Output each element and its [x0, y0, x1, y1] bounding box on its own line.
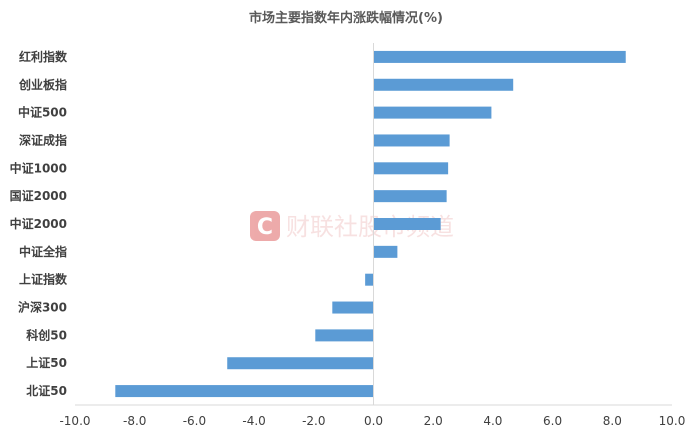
category-label: 中证500	[18, 105, 67, 120]
x-tick-label: -6.0	[183, 414, 206, 428]
watermark-logo-letter: C	[257, 215, 273, 240]
bar	[373, 134, 450, 147]
watermark-logo-icon	[250, 211, 280, 241]
category-label: 科创50	[26, 327, 67, 342]
category-label: 红利指数	[19, 49, 68, 64]
bar	[115, 385, 374, 398]
x-tick-labels: -10.0 -8.0 -6.0 -4.0 -2.0 0.0 2.0 4.0 6.0 8.0 10.0	[59, 414, 685, 428]
x-tick-label: 10.0	[659, 414, 686, 428]
category-label: 国证2000	[10, 189, 67, 203]
bar-group	[115, 50, 626, 398]
category-label: 深证成指	[19, 132, 67, 147]
category-label: 北证50	[26, 383, 67, 398]
bar	[373, 218, 441, 230]
bar	[373, 78, 514, 91]
x-tick-label: 6.0	[543, 414, 562, 428]
bar	[365, 273, 374, 286]
category-label: 中证2000	[10, 216, 67, 231]
x-tick-label: -4.0	[242, 414, 265, 428]
bar	[332, 301, 374, 314]
x-tick-label: 2.0	[424, 414, 443, 428]
bar	[373, 190, 447, 203]
bar	[373, 162, 449, 175]
bar	[373, 50, 626, 63]
bar	[227, 357, 374, 370]
x-tick-label: -8.0	[123, 414, 146, 428]
category-label: 沪深300	[18, 300, 67, 315]
category-label: 上证指数	[19, 272, 68, 287]
x-tick-label: 4.0	[483, 414, 502, 428]
x-tick-label: 0.0	[364, 414, 383, 428]
category-label: 中证全指	[19, 244, 67, 259]
x-tick-label: -10.0	[59, 414, 90, 428]
x-tick-label: 8.0	[603, 414, 622, 428]
category-label: 中证1000	[10, 160, 67, 175]
bar	[315, 329, 374, 342]
bar	[373, 106, 492, 119]
category-label: 创业板指	[18, 77, 67, 92]
chart-title: 市场主要指数年内涨跌幅情况(%)	[249, 10, 443, 26]
x-tick-label: -2.0	[302, 414, 325, 428]
category-label: 上证50	[26, 355, 67, 370]
bar	[373, 245, 398, 258]
